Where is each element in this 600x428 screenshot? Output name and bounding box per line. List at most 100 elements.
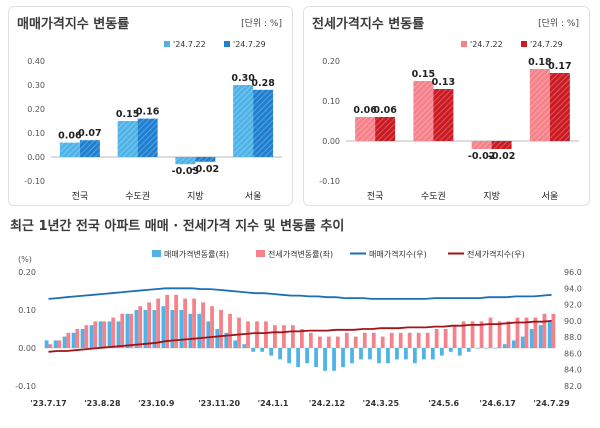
sale-index-line: [48, 287, 552, 300]
bar: [53, 340, 58, 348]
data-label: 0.16: [136, 107, 160, 118]
bar: [156, 298, 161, 348]
bar: [300, 329, 304, 348]
y-tick-label: -0.10: [319, 177, 340, 186]
data-label: -0.02: [468, 151, 495, 162]
bar: [264, 321, 268, 348]
bar: [484, 348, 489, 349]
bar: [129, 313, 134, 348]
bar: [134, 310, 139, 348]
jeonse-index-line: [48, 320, 552, 353]
data-label: 0.28: [251, 78, 275, 89]
bar: [237, 317, 241, 348]
bar: [375, 117, 396, 141]
bar: [117, 121, 138, 157]
data-label: 0.06: [58, 131, 82, 142]
bar: [282, 325, 286, 348]
bar: [111, 317, 116, 348]
legend-label: '24.7.22: [173, 40, 206, 49]
category-label: 수도권: [421, 190, 446, 202]
bar: [443, 329, 448, 348]
x-tick-label: '24.6.17: [479, 399, 515, 408]
bar: [430, 348, 435, 360]
legend-swatch: [256, 250, 265, 257]
bar: [170, 310, 175, 348]
y-tick-label: 0.30: [27, 81, 45, 90]
bar: [80, 329, 85, 348]
bar: [98, 321, 103, 348]
bar: [206, 321, 211, 348]
data-label: 0.17: [548, 61, 571, 72]
legend-swatch: [224, 41, 230, 47]
bar: [137, 118, 158, 157]
category-label: 서울: [245, 191, 262, 202]
bar: [174, 294, 179, 348]
bar: [62, 336, 67, 348]
bar: [529, 329, 534, 348]
x-tick-label: '24.7.29: [533, 399, 570, 408]
legend-label: '24.7.22: [470, 40, 503, 49]
data-label: 0.13: [432, 77, 455, 88]
bar: [398, 332, 403, 348]
bar: [533, 317, 538, 348]
legend-swatch: [521, 41, 527, 47]
bar: [452, 325, 457, 348]
category-label: 지방: [187, 191, 204, 202]
bar: [386, 348, 390, 364]
bar: [416, 332, 421, 348]
data-label: 0.06: [373, 105, 397, 116]
category-label: 서울: [542, 191, 559, 202]
y-tick-label: 0.00: [322, 137, 340, 146]
y2-tick-label: 94.0: [564, 284, 582, 293]
bar: [407, 332, 412, 348]
bar: [479, 321, 484, 348]
bar: [242, 344, 247, 348]
bar: [93, 321, 98, 348]
bar: [305, 348, 309, 364]
bar: [470, 321, 475, 348]
y-tick-label: 0.10: [322, 97, 340, 106]
y-tick-label: -0.10: [24, 177, 45, 186]
bar: [233, 340, 238, 348]
bar: [551, 313, 556, 348]
bar: [120, 313, 125, 348]
category-label: 전국: [367, 191, 384, 202]
bar: [278, 348, 283, 360]
bar: [44, 340, 49, 348]
bar: [542, 313, 547, 348]
x-tick-label: '23.7.17: [30, 399, 66, 408]
bar: [317, 336, 322, 348]
bar: [425, 332, 430, 348]
bar: [107, 321, 112, 348]
legend-swatch: [152, 250, 161, 257]
bar: [75, 329, 80, 348]
legend-label: 전세가격변동률(좌): [268, 249, 333, 259]
bar: [59, 142, 80, 157]
jeonse-panel-title: 전세가격지수 변동률: [312, 17, 425, 32]
y-tick-label: 0.10: [18, 306, 36, 315]
data-label: 0.15: [412, 69, 435, 80]
bar: [48, 344, 53, 348]
y2-tick-label: 82.0: [564, 382, 582, 391]
bar: [421, 348, 426, 360]
bar: [529, 69, 550, 141]
bar: [188, 313, 193, 348]
bar: [253, 89, 274, 157]
bar: [353, 336, 358, 348]
x-tick-label: '24.5.6: [428, 399, 459, 408]
bar: [439, 348, 444, 356]
y-unit-label: (%): [18, 255, 32, 264]
bar: [246, 321, 250, 348]
bar: [549, 73, 570, 141]
bar: [488, 317, 493, 348]
bar: [260, 348, 265, 352]
bar: [404, 348, 408, 360]
x-tick-label: '23.10.9: [138, 399, 175, 408]
y-tick-label: -0.10: [15, 382, 36, 391]
bar: [350, 348, 354, 364]
bar: [255, 321, 259, 348]
legend-label: '24.7.29: [233, 40, 266, 49]
bar: [395, 348, 399, 360]
bar: [314, 348, 318, 367]
data-label: 0.07: [78, 128, 101, 139]
